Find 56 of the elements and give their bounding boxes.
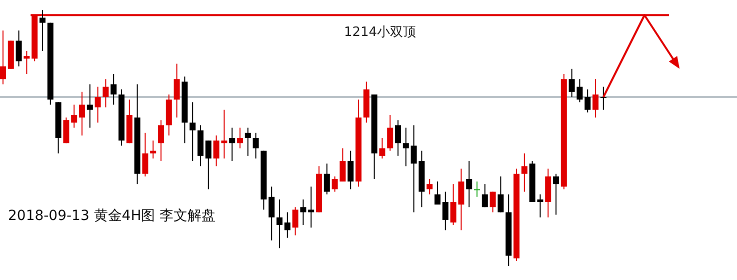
- candlestick: [387, 114, 394, 152]
- candlestick: [268, 186, 275, 241]
- candlestick: [379, 138, 386, 159]
- candlestick: [576, 78, 583, 103]
- candlestick: [442, 191, 448, 231]
- candlestick: [592, 78, 598, 118]
- candlestick: [324, 163, 330, 195]
- candlestick: [553, 173, 559, 216]
- candlestick: [402, 127, 409, 167]
- candlestick: [434, 181, 440, 206]
- candlestick: [237, 127, 243, 149]
- candlestick: [466, 160, 472, 208]
- candlestick: [205, 140, 212, 190]
- candlestick: [300, 198, 306, 226]
- candlestick: [332, 176, 338, 192]
- candlestick: [276, 198, 282, 249]
- candlestick: [79, 91, 85, 136]
- candlestick: [229, 127, 236, 162]
- candlestick: [40, 10, 46, 52]
- candlestick: [498, 176, 504, 213]
- candlestick: [348, 150, 354, 190]
- candlestick: [482, 184, 488, 208]
- candlestick: [71, 104, 78, 128]
- candlestick: [221, 109, 228, 159]
- candlestick: [158, 120, 164, 162]
- candlestick: [284, 212, 290, 238]
- candlestick: [110, 74, 117, 106]
- candlestick: [174, 63, 180, 118]
- candlestick: [584, 88, 591, 113]
- candlestick: [474, 181, 480, 198]
- candlestick: [94, 86, 101, 124]
- candlestick: [24, 50, 30, 74]
- candlestick: [244, 127, 251, 156]
- candlestick: [410, 124, 417, 213]
- candlestick: [395, 120, 401, 156]
- candlestick: [490, 191, 496, 213]
- candlestick: [150, 140, 156, 159]
- candlestick: [521, 152, 528, 192]
- candlestick: [308, 186, 314, 228]
- candlestick: [86, 84, 93, 128]
- candlestick: [537, 194, 544, 218]
- candlestick: [426, 178, 433, 195]
- candlestick: [292, 206, 298, 236]
- candlestick: [340, 148, 346, 182]
- candlestick: [190, 102, 196, 162]
- candlestick: [252, 132, 259, 159]
- candlestick: [600, 86, 606, 110]
- candlestick: [213, 134, 220, 167]
- annotation: 2018-09-13 黄金4H图 李文解盘: [8, 208, 216, 224]
- candlestick: [142, 132, 148, 177]
- candlestick: [568, 68, 575, 98]
- candlestick: [102, 78, 109, 108]
- candlestick: [450, 184, 456, 226]
- candlestick: [16, 30, 22, 67]
- candlestick: [458, 168, 464, 231]
- candlestick: [0, 30, 6, 85]
